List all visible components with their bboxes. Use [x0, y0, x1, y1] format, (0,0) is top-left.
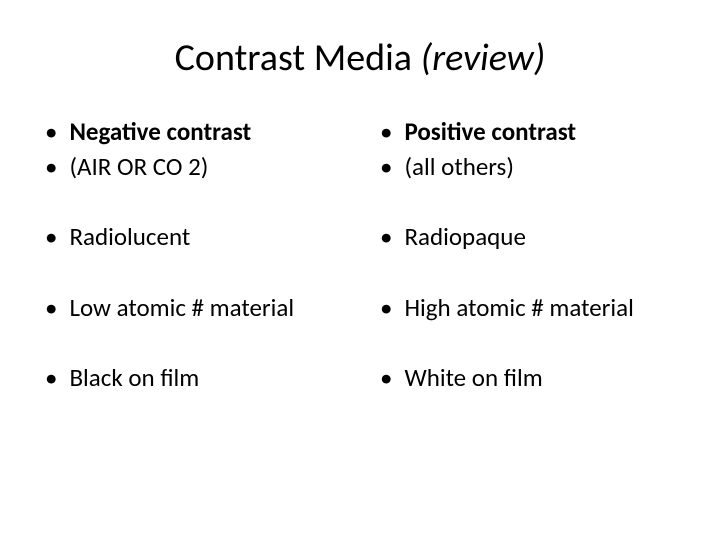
list-item: • Radiopaque	[380, 221, 675, 254]
bullet-icon: •	[45, 116, 57, 149]
right-item-0: Radiopaque	[404, 221, 525, 254]
right-item-group: • White on film	[380, 362, 675, 395]
title-main: Contrast Media	[175, 35, 421, 81]
bullet-icon: •	[45, 221, 57, 254]
list-item: • Radiolucent	[45, 221, 340, 254]
list-item: • (all others)	[380, 151, 675, 184]
bullet-icon: •	[380, 221, 392, 254]
right-item-2: White on film	[404, 362, 542, 395]
bullet-icon: •	[45, 292, 57, 325]
bullet-icon: •	[380, 116, 392, 149]
list-item: • Black on film	[45, 362, 340, 395]
left-header: Negative contrast	[69, 116, 251, 149]
bullet-icon: •	[380, 292, 392, 325]
bullet-icon: •	[45, 362, 57, 395]
left-item-group: • Black on film	[45, 362, 340, 395]
right-column: • Positive contrast • (all others) • Rad…	[380, 116, 675, 433]
list-item: • White on film	[380, 362, 675, 395]
left-item-0: Radiolucent	[69, 221, 190, 254]
left-item-1: Low atomic # material	[69, 292, 294, 325]
left-item-group: • Low atomic # material	[45, 292, 340, 325]
right-item-group: • Radiopaque	[380, 221, 675, 254]
left-item-2: Black on film	[69, 362, 199, 395]
list-item: • Positive contrast	[380, 116, 675, 149]
bullet-icon: •	[380, 362, 392, 395]
bullet-icon: •	[380, 151, 392, 184]
left-column: • Negative contrast • (AIR OR CO 2) • Ra…	[45, 116, 340, 433]
list-item: • Low atomic # material	[45, 292, 340, 325]
list-item: • High atomic # material	[380, 292, 675, 325]
right-header: Positive contrast	[404, 116, 576, 149]
bullet-icon: •	[45, 151, 57, 184]
content-columns: • Negative contrast • (AIR OR CO 2) • Ra…	[45, 116, 675, 433]
right-sub: (all others)	[404, 151, 513, 184]
title-italic: (review)	[421, 35, 546, 81]
left-sub: (AIR OR CO 2)	[69, 151, 208, 184]
left-header-group: • Negative contrast • (AIR OR CO 2)	[45, 116, 340, 183]
slide-title: Contrast Media (review)	[45, 35, 675, 81]
list-item: • (AIR OR CO 2)	[45, 151, 340, 184]
right-item-1: High atomic # material	[404, 292, 633, 325]
left-item-group: • Radiolucent	[45, 221, 340, 254]
list-item: • Negative contrast	[45, 116, 340, 149]
right-item-group: • High atomic # material	[380, 292, 675, 325]
right-header-group: • Positive contrast • (all others)	[380, 116, 675, 183]
